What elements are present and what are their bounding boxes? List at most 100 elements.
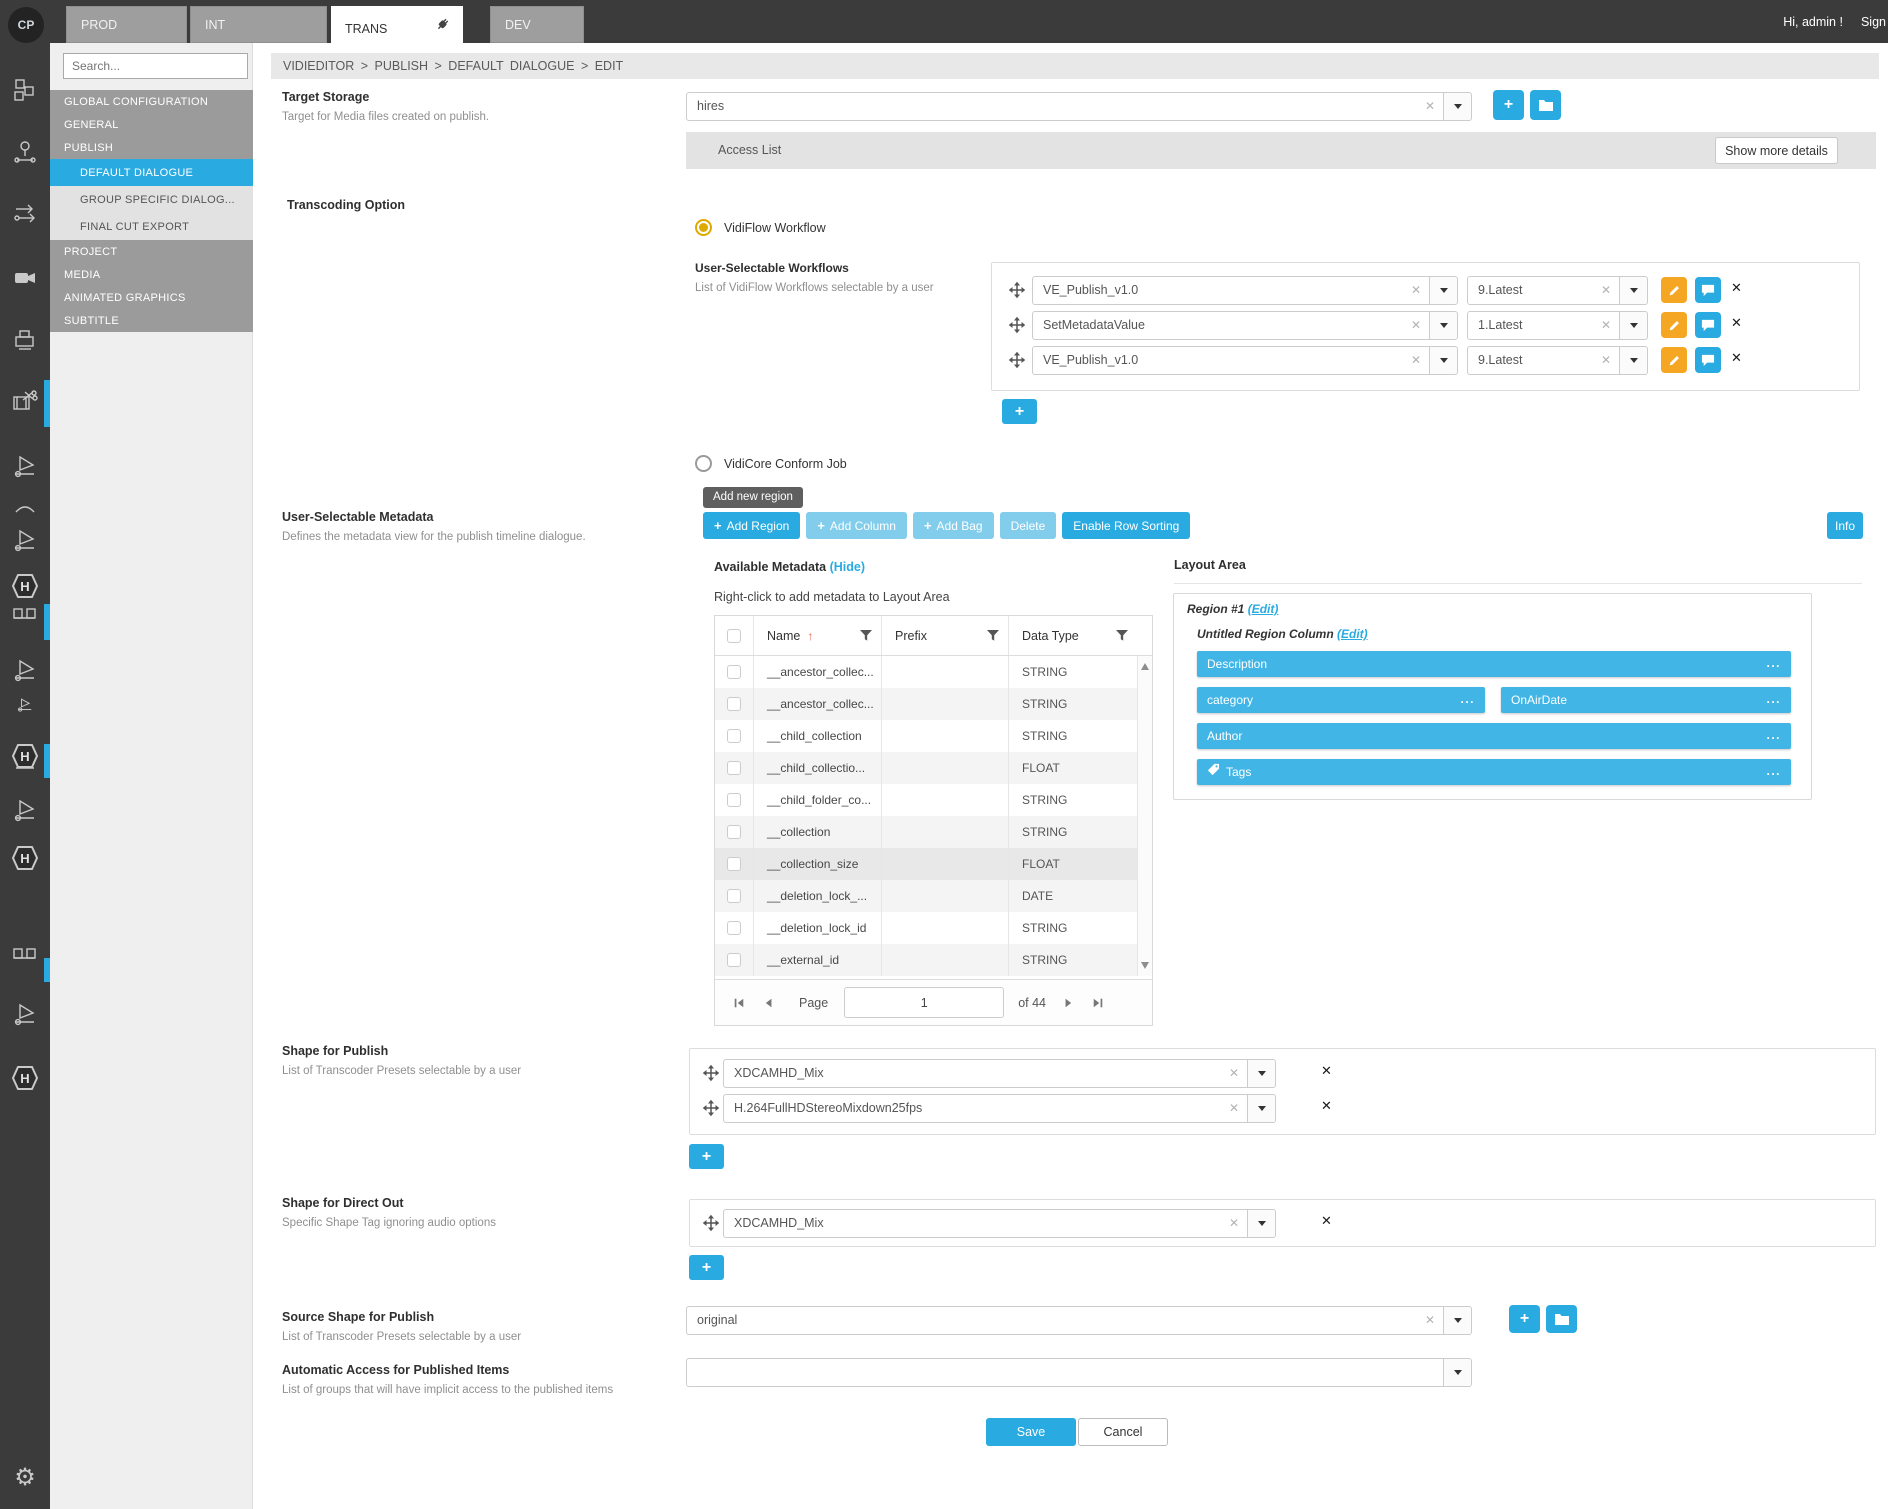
clear-icon[interactable]: ✕ [1424, 99, 1435, 113]
browse-source-shape-button[interactable] [1546, 1305, 1577, 1333]
first-page-button[interactable] [733, 997, 745, 1009]
cubes-icon[interactable] [9, 74, 41, 106]
add-workflow-button[interactable]: + [1002, 399, 1037, 424]
workflow-select[interactable]: VE_Publish_v1.0 ✕ [1032, 346, 1458, 375]
clear-icon[interactable]: ✕ [1424, 1313, 1435, 1327]
hide-link[interactable]: (Hide) [829, 560, 865, 574]
avatar[interactable]: CP [8, 7, 44, 43]
search-input[interactable] [63, 53, 248, 79]
add-source-shape-button[interactable]: + [1509, 1305, 1540, 1333]
metadata-chip-tags[interactable]: Tags... [1197, 759, 1791, 785]
clear-icon[interactable]: ✕ [1410, 283, 1421, 297]
nav-item-final-cut-export[interactable]: FINAL CUT EXPORT [50, 213, 253, 240]
play-flag-icon[interactable] [9, 998, 41, 1030]
comment-workflow-button[interactable] [1695, 277, 1721, 303]
enable-row-sorting-button[interactable]: Enable Row Sorting [1062, 512, 1191, 539]
clear-icon[interactable]: ✕ [1228, 1101, 1239, 1115]
automatic-access-select[interactable] [686, 1358, 1472, 1387]
chevron-down-icon[interactable] [1247, 1210, 1275, 1237]
table-row[interactable]: __child_folder_co... STRING [715, 784, 1152, 816]
row-checkbox[interactable] [727, 729, 741, 743]
tab-int[interactable]: INT [190, 6, 327, 43]
filter-icon[interactable] [1116, 630, 1128, 645]
nav-item-publish[interactable]: PUBLISH [50, 136, 253, 159]
table-row[interactable]: __deletion_lock_id STRING [715, 912, 1152, 944]
previous-page-button[interactable] [763, 997, 773, 1009]
drag-handle-icon[interactable] [1008, 316, 1026, 339]
scroll-up-icon[interactable] [1141, 663, 1149, 670]
workflow-version-select[interactable]: 1.Latest ✕ [1467, 311, 1648, 340]
remove-shape-icon[interactable]: ✕ [1321, 1063, 1332, 1078]
nav-item-media[interactable]: MEDIA [50, 263, 253, 286]
remove-shape-icon[interactable]: ✕ [1321, 1213, 1332, 1228]
edit-workflow-button[interactable] [1661, 347, 1687, 373]
tab-dev[interactable]: DEV [490, 6, 584, 43]
nav-item-project[interactable]: PROJECT [50, 240, 253, 263]
nav-item-group-specific-dialog[interactable]: GROUP SPECIFIC DIALOG... [50, 186, 253, 213]
column-header-name[interactable]: Name ↑ [753, 616, 881, 655]
nav-item-general[interactable]: GENERAL [50, 113, 253, 136]
add-shape-button[interactable]: + [689, 1144, 724, 1169]
clear-icon[interactable]: ✕ [1228, 1066, 1239, 1080]
drag-handle-icon[interactable] [702, 1064, 720, 1087]
browse-folder-button[interactable] [1530, 90, 1561, 120]
hexagon-h-icon[interactable]: H [9, 570, 41, 602]
clear-icon[interactable]: ✕ [1600, 283, 1611, 297]
chevron-down-icon[interactable] [1443, 1307, 1471, 1334]
clear-icon[interactable]: ✕ [1410, 353, 1421, 367]
scroll-down-icon[interactable] [1141, 962, 1149, 969]
remove-shape-icon[interactable]: ✕ [1321, 1098, 1332, 1113]
shape-select[interactable]: XDCAMHD_Mix ✕ [723, 1209, 1276, 1238]
remove-workflow-icon[interactable]: ✕ [1731, 350, 1742, 365]
workflow-select[interactable]: SetMetadataValue ✕ [1032, 311, 1458, 340]
workflow-version-select[interactable]: 9.Latest ✕ [1467, 346, 1648, 375]
timeline-icon[interactable] [9, 946, 41, 962]
filter-icon[interactable] [860, 630, 872, 645]
gear-icon[interactable]: ⚙ [14, 1464, 36, 1491]
row-checkbox[interactable] [727, 665, 741, 679]
chevron-down-icon[interactable] [1429, 277, 1457, 304]
vidicore-conform-job-radio[interactable] [695, 455, 712, 472]
nav-item-animated-graphics[interactable]: ANIMATED GRAPHICS [50, 286, 253, 309]
arc-icon[interactable] [9, 500, 41, 514]
chevron-down-icon[interactable] [1429, 347, 1457, 374]
add-region-button[interactable]: + Add Region [703, 512, 801, 539]
tab-trans[interactable]: TRANS [331, 6, 463, 52]
region-column-edit-link[interactable]: (Edit) [1337, 627, 1368, 641]
chevron-down-icon[interactable] [1443, 93, 1471, 120]
chip-menu-icon[interactable]: ... [1766, 728, 1781, 742]
page-number-input[interactable] [844, 987, 1005, 1018]
chip-menu-icon[interactable]: ... [1766, 692, 1781, 706]
remove-workflow-icon[interactable]: ✕ [1731, 280, 1742, 295]
drag-handle-icon[interactable] [702, 1099, 720, 1122]
chevron-down-icon[interactable] [1619, 312, 1647, 339]
comment-workflow-button[interactable] [1695, 312, 1721, 338]
select-all-checkbox[interactable] [727, 628, 741, 643]
film-scissors-icon[interactable] [9, 386, 41, 418]
nav-item-subtitle[interactable]: SUBTITLE [50, 309, 253, 332]
info-button[interactable]: Info [1827, 512, 1863, 539]
play-flag-icon[interactable] [9, 524, 41, 556]
drag-handle-icon[interactable] [702, 1214, 720, 1237]
sign-out-link[interactable]: Sign [1860, 14, 1886, 29]
chevron-down-icon[interactable] [1619, 347, 1647, 374]
play-flag-icon[interactable] [9, 654, 41, 686]
region-edit-link[interactable]: (Edit) [1247, 602, 1279, 616]
edit-workflow-button[interactable] [1661, 312, 1687, 338]
tab-prod[interactable]: PROD [66, 6, 187, 43]
column-header-prefix[interactable]: Prefix [881, 616, 1008, 655]
row-checkbox[interactable] [727, 761, 741, 775]
add-column-button[interactable]: + Add Column [806, 512, 907, 539]
edit-workflow-button[interactable] [1661, 277, 1687, 303]
row-checkbox[interactable] [727, 921, 741, 935]
add-direct-shape-button[interactable]: + [689, 1255, 724, 1280]
table-row[interactable]: __collection_size FLOAT [715, 848, 1152, 880]
row-checkbox[interactable] [727, 953, 741, 967]
remove-workflow-icon[interactable]: ✕ [1731, 315, 1742, 330]
play-flag-icon[interactable] [9, 794, 41, 826]
column-header-data-type[interactable]: Data Type [1008, 616, 1137, 655]
chevron-down-icon[interactable] [1619, 277, 1647, 304]
table-row[interactable]: __collection STRING [715, 816, 1152, 848]
clear-icon[interactable]: ✕ [1410, 318, 1421, 332]
timeline-icon[interactable] [9, 606, 41, 622]
